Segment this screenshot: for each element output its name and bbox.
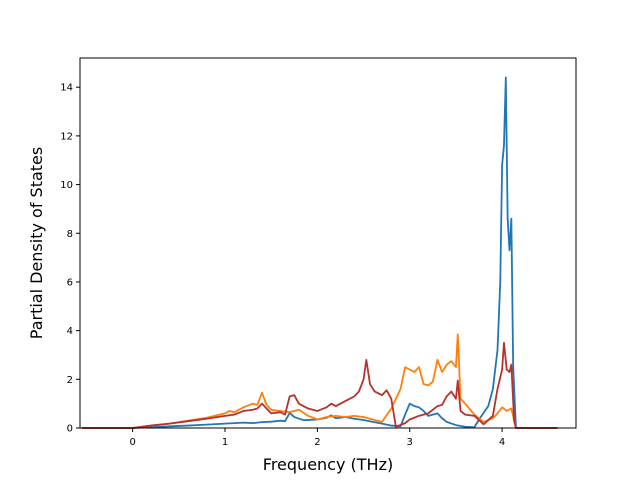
- x-tick-label: 0: [129, 437, 135, 448]
- plot-frame: [79, 57, 577, 429]
- y-tick-label: 12: [60, 131, 73, 142]
- plot-background: [80, 58, 576, 428]
- x-tick-label: 3: [407, 437, 413, 448]
- x-tick-label: 2: [314, 437, 320, 448]
- x-axis-ticks: 0 1 2 3 4: [129, 428, 505, 448]
- y-tick-label: 8: [67, 229, 73, 240]
- y-tick-label: 10: [60, 180, 73, 191]
- x-tick-label: 4: [499, 437, 505, 448]
- series-line-2: [81, 333, 558, 429]
- y-tick-label: 0: [67, 424, 73, 435]
- y-tick-label: 2: [67, 375, 73, 386]
- x-axis-title: Frequency (THz): [263, 455, 393, 474]
- y-tick-label: 4: [67, 326, 73, 337]
- series-line-1: [81, 76, 558, 429]
- y-tick-label: 14: [60, 83, 73, 94]
- y-axis-ticks: 0 2 4 6 8 10 12 14: [60, 83, 80, 435]
- y-axis-title: Partial Density of States: [27, 147, 46, 339]
- y-tick-label: 6: [67, 277, 73, 288]
- series-layer: [81, 76, 558, 429]
- series-line-3: [81, 341, 558, 429]
- x-tick-label: 1: [222, 437, 228, 448]
